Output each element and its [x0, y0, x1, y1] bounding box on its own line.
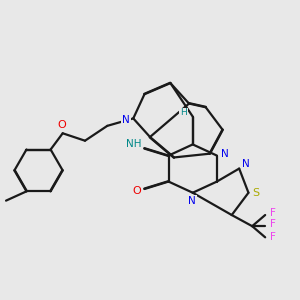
Text: F: F [270, 219, 275, 229]
Text: N: N [122, 115, 130, 125]
Text: H: H [180, 108, 187, 117]
Text: F: F [270, 232, 275, 242]
Text: O: O [58, 120, 66, 130]
Text: N: N [242, 159, 250, 169]
Text: F: F [270, 208, 275, 218]
Text: N: N [188, 196, 196, 206]
Text: N: N [221, 149, 229, 159]
Text: S: S [252, 188, 260, 198]
Text: O: O [132, 186, 141, 196]
Text: NH: NH [126, 139, 142, 149]
